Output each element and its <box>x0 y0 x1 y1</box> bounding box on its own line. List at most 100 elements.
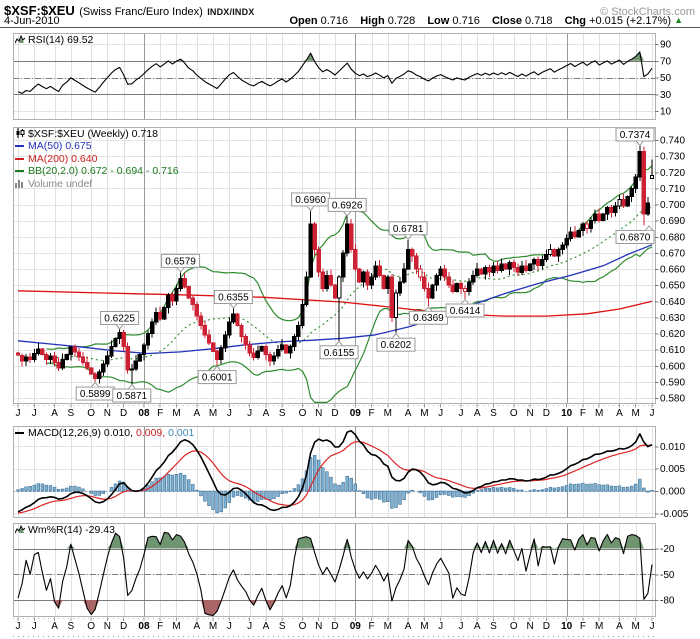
candle <box>28 356 33 360</box>
candle <box>80 356 86 363</box>
candle <box>251 352 256 359</box>
macd-histogram-bar <box>605 484 610 492</box>
axis-tick-label: 0.590 <box>660 377 685 388</box>
candle <box>479 268 484 275</box>
y-axis-labels: 0.740 0.730 0.720 0.710 0.700 0.690 0.680 0.670… <box>655 40 689 606</box>
low-value: 0.716 <box>452 15 480 27</box>
candle <box>373 265 378 278</box>
williams-r-panel <box>17 531 653 617</box>
candle <box>576 229 581 238</box>
macd-histogram-bar <box>520 489 524 492</box>
macd-histogram-bar <box>24 486 28 492</box>
macd-histogram-bar <box>629 485 634 492</box>
price-annotation-box <box>197 370 237 385</box>
candle <box>340 252 346 278</box>
macd-histogram-bar <box>601 484 605 492</box>
macd-signal-value: 0.009, <box>136 427 166 439</box>
month-label: O <box>87 408 95 419</box>
month-label: O <box>510 621 518 632</box>
macd-histogram-bar <box>499 486 504 492</box>
williams-r-line <box>17 531 653 616</box>
macd-histogram-bar <box>512 488 516 492</box>
candle <box>442 268 447 278</box>
candle <box>145 333 151 346</box>
candle <box>214 350 220 360</box>
williams-r-area-icon <box>14 524 26 537</box>
macd-histogram-bar <box>48 485 53 492</box>
macd-legend-name: MACD(12,26,9) <box>28 427 101 439</box>
main-symbol-legend: $XSF:$XEU (Weekly) 0.718 <box>28 128 158 140</box>
macd-histogram-bar <box>170 474 175 492</box>
axis-tick-label: -80 <box>660 595 675 606</box>
macd-histogram-bar <box>60 488 65 492</box>
ma50-line-swatch <box>15 145 24 148</box>
axis-tick-label: 0.680 <box>660 232 685 243</box>
axis-tick-label: 0.580 <box>660 394 685 405</box>
candle <box>560 244 565 251</box>
price-annotation-label: 0.6414 <box>450 306 481 317</box>
macd-histogram-bar <box>556 487 561 492</box>
macd-histogram-bar <box>227 490 231 503</box>
month-label: A <box>51 621 58 632</box>
macd-histogram-bar <box>483 487 488 492</box>
candle <box>454 283 460 293</box>
header-title-row: $XSF:$XEU (Swiss Franc/Euro Index) INDX/… <box>4 2 698 18</box>
month-label: M <box>384 621 392 632</box>
candle <box>271 355 277 362</box>
month-label: S <box>279 408 286 419</box>
month-label: A <box>405 408 412 419</box>
price-annotation-box <box>408 310 448 325</box>
candle <box>206 334 212 344</box>
candle <box>89 367 94 375</box>
month-label: N <box>104 621 111 632</box>
macd-histogram-bar <box>418 490 422 494</box>
candle <box>129 368 135 371</box>
candle <box>536 258 541 267</box>
macd-histogram-bar <box>589 483 593 492</box>
candle <box>597 213 602 222</box>
axis-tick-label: 0.000 <box>660 487 685 498</box>
volume-bars-icon <box>15 179 25 191</box>
candle <box>637 150 642 178</box>
month-label: S <box>279 621 286 632</box>
candle <box>548 249 553 255</box>
macd-histogram-bar <box>361 490 366 494</box>
month-label: M <box>209 408 217 419</box>
high-value: 0.728 <box>387 15 416 27</box>
month-label: O <box>299 408 307 419</box>
price-annotation-box <box>615 229 655 244</box>
candle <box>629 187 634 197</box>
macd-histogram-bar <box>158 477 162 492</box>
price-annotation-label: 0.6926 <box>332 200 363 211</box>
axis-tick-label: 50 <box>660 73 672 84</box>
month-label: A <box>616 621 623 632</box>
candle <box>621 199 626 207</box>
macd-histogram-bar <box>235 490 240 496</box>
macd-histogram-bar <box>52 486 57 492</box>
candle <box>223 334 228 349</box>
candle <box>219 347 224 360</box>
month-label: A <box>263 408 270 419</box>
month-label: O <box>510 408 518 419</box>
price-annotations: 0.5899 0.6225 0.5871 0.6579 0.6001 0.6355 0.69… <box>75 127 655 403</box>
bollinger-lower-band <box>46 246 653 403</box>
price-annotation-box <box>327 197 367 212</box>
candle <box>336 276 342 299</box>
month-label: N <box>526 408 533 419</box>
macd-histogram-bar <box>341 482 345 492</box>
candle <box>105 355 110 365</box>
macd-histogram-bar <box>548 487 553 492</box>
candle <box>84 362 90 369</box>
month-label: M <box>420 408 428 419</box>
candle <box>588 220 594 230</box>
macd-panel <box>16 430 654 514</box>
macd-histogram-bar <box>438 490 443 496</box>
candle <box>564 237 569 246</box>
axis-tick-label: 0.640 <box>660 297 685 308</box>
candle <box>121 332 126 347</box>
macd-histogram-bar <box>609 485 614 492</box>
month-label: M <box>384 408 392 419</box>
macd-histogram-bar <box>316 459 321 492</box>
month-label: 08 <box>138 408 150 419</box>
